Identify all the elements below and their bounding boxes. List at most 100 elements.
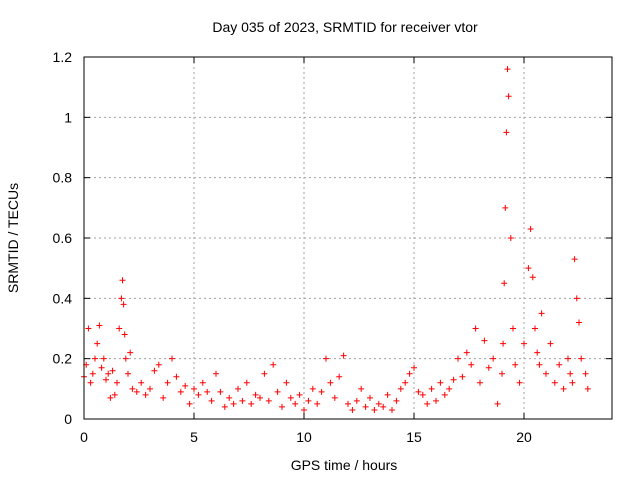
data-point: 6.4, 0.04 xyxy=(221,403,228,410)
data-point: 18, 0.12 xyxy=(477,379,483,386)
x-tick-label: 15 xyxy=(406,429,422,445)
data-point: 1.1, 0.15 xyxy=(105,370,112,377)
data-point: 18.8, 0.05 xyxy=(494,400,501,407)
data-point: 20.2, 0.5 xyxy=(525,265,532,272)
x-tick-label: 5 xyxy=(190,429,198,445)
data-point: 21.4, 0.12 xyxy=(551,379,558,386)
data-point: 15.2, 0.09 xyxy=(415,388,422,395)
x-axis-label: GPS time / hours xyxy=(291,457,398,473)
data-point: 20.8, 0.35 xyxy=(538,310,545,317)
data-point: 1.2, 0.07 xyxy=(107,394,114,401)
data-point: 12.2, 0.03 xyxy=(349,406,356,413)
data-point: 11.8, 0.21 xyxy=(340,352,347,359)
y-tick-label: 1 xyxy=(64,109,72,125)
data-point: 2.6, 0.12 xyxy=(138,379,145,386)
data-point: 18.4, 0.17 xyxy=(485,364,492,371)
data-point: 1.6, 0.3 xyxy=(116,325,123,332)
data-point: 3.4, 0.18 xyxy=(155,361,162,368)
y-tick-label: 1.2 xyxy=(53,49,73,65)
data-point: 1.9, 0.2 xyxy=(122,355,129,362)
data-point: 17.8, 0.3 xyxy=(472,325,479,332)
data-point: 14, 0.03 xyxy=(389,406,395,413)
y-axis-label: SRMTID / TECUs xyxy=(5,183,21,293)
data-point: 13.6, 0.04 xyxy=(380,403,387,410)
data-point: 14.2, 0.06 xyxy=(393,397,400,404)
data-point: 19, 0.15 xyxy=(499,370,505,377)
data-point: 7.6, 0.05 xyxy=(248,400,255,407)
y-tick-label: 0.4 xyxy=(53,290,73,306)
data-point: 21.6, 0.18 xyxy=(556,361,563,368)
data-point: 8.8, 0.09 xyxy=(274,388,281,395)
y-tick-label: 0.8 xyxy=(53,170,73,186)
data-point: 9.8, 0.08 xyxy=(296,391,303,398)
data-point: 9, 0.04 xyxy=(279,403,285,410)
data-point: 14.8, 0.15 xyxy=(406,370,413,377)
data-point: 3.8, 0.12 xyxy=(164,379,171,386)
x-axis-tick-labels: 0 5 10 15 20 xyxy=(80,429,532,445)
data-point: 19.5, 0.3 xyxy=(510,325,516,332)
data-point: 21.2, 0.25 xyxy=(547,340,554,347)
data-point: 8.2, 0.15 xyxy=(261,370,268,377)
data-point: 16, 0.06 xyxy=(433,397,439,404)
data-point: 2.4, 0.09 xyxy=(133,388,140,395)
data-point: 8.6, 0.18 xyxy=(270,361,277,368)
data-point: 19.15, 0.7 xyxy=(502,204,509,211)
plot-frame xyxy=(83,56,613,420)
data-point: 11.2, 0.12 xyxy=(327,379,334,386)
data-point: 1.4, 0.08 xyxy=(111,391,118,398)
data-point: 0.7, 0.31 xyxy=(96,322,103,329)
data-point: 10.8, 0.09 xyxy=(318,388,325,395)
x-tick-label: 0 xyxy=(80,429,88,445)
data-point: 19.8, 0.12 xyxy=(516,379,523,386)
data-point: 20.5, 0.3 xyxy=(532,325,538,332)
data-point: 0.3, 0.12 xyxy=(87,379,94,386)
data-point: 18.2, 0.26 xyxy=(481,337,488,344)
y-tick-label: 0.6 xyxy=(53,230,73,246)
grid xyxy=(84,57,612,419)
data-point: 15.6, 0.05 xyxy=(424,400,431,407)
data-point: 21.8, 0.1 xyxy=(560,385,567,392)
data-point: 6.8, 0.05 xyxy=(230,400,237,407)
data-point: 13, 0.07 xyxy=(367,394,373,401)
data-point: 20.4, 0.47 xyxy=(529,274,536,281)
data-point: 15.8, 0.1 xyxy=(428,385,435,392)
data-point: 5.6, 0.09 xyxy=(204,388,211,395)
data-point: 19.2, 0.95 xyxy=(503,129,510,136)
data-point: 0.9, 0.2 xyxy=(100,355,107,362)
data-point: 6, 0.15 xyxy=(213,370,219,377)
data-point: 17.4, 0.22 xyxy=(463,349,470,356)
data-point: 10, 0.03 xyxy=(301,406,307,413)
data-point: 7.4, 0.12 xyxy=(243,379,250,386)
data-point: 22.2, 0.12 xyxy=(569,379,576,386)
data-point: 11, 0.2 xyxy=(323,355,329,362)
data-point: 19.6, 0.18 xyxy=(512,361,519,368)
data-point: 8.4, 0.06 xyxy=(265,397,272,404)
data-point: 11.6, 0.14 xyxy=(336,373,343,380)
data-point: 17, 0.2 xyxy=(455,355,461,362)
data-point: 11.4, 0.07 xyxy=(331,394,338,401)
data-point: 7.8, 0.08 xyxy=(252,391,259,398)
data-point: 12, 0.05 xyxy=(345,400,351,407)
data-point: 16.4, 0.08 xyxy=(441,391,448,398)
data-point: 22.8, 0.15 xyxy=(582,370,589,377)
data-point: 13.2, 0.03 xyxy=(371,406,378,413)
data-point: 6.2, 0.09 xyxy=(217,388,224,395)
data-point: 20.6, 0.22 xyxy=(534,349,541,356)
data-point: 19.25, 1.16 xyxy=(504,66,511,73)
data-point: 22.9, 0.1 xyxy=(584,385,591,392)
data-point: 5.8, 0.06 xyxy=(208,397,215,404)
data-point: 22.4, 0.4 xyxy=(573,295,580,302)
data-point: 10.4, 0.1 xyxy=(309,385,316,392)
data-point: 22.1, 0.15 xyxy=(567,370,574,377)
data-point: 20.7, 0.18 xyxy=(536,361,543,368)
data-point: 17.6, 0.18 xyxy=(468,361,475,368)
data-point: 9.4, 0.07 xyxy=(287,394,294,401)
x-tick-label: 20 xyxy=(516,429,532,445)
data-point: 3.2, 0.16 xyxy=(151,367,158,374)
chart-title: Day 035 of 2023, SRMTID for receiver vto… xyxy=(212,19,478,35)
data-point: 15.4, 0.08 xyxy=(419,391,426,398)
y-axis-tick-labels: 0 0.2 0.4 0.6 0.8 1 1.2 xyxy=(53,49,73,427)
data-point: 10.6, 0.05 xyxy=(314,400,321,407)
data-point: 22.5, 0.32 xyxy=(576,319,582,326)
